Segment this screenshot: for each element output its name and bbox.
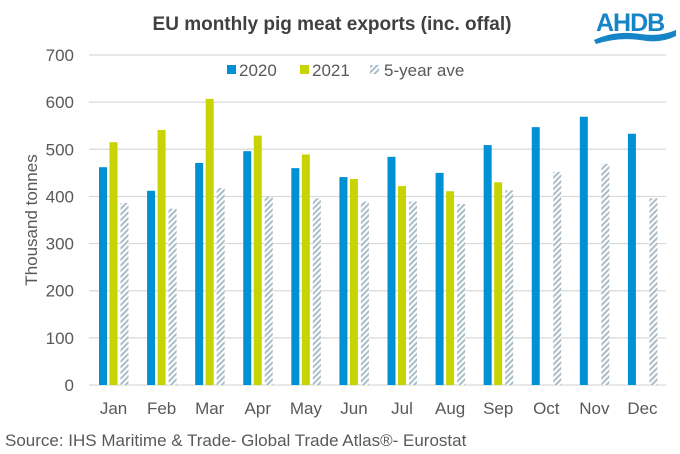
bar-2020-jan: [99, 167, 107, 385]
x-tick-label: Nov: [579, 399, 610, 418]
bar-2020-sep: [483, 145, 492, 385]
chart-title: EU monthly pig meat exports (inc. offal): [153, 14, 512, 35]
bar-2020-jun: [339, 177, 348, 385]
bar-2020-oct: [531, 127, 540, 385]
x-tick-label: May: [290, 399, 323, 418]
bar-5-year-ave-may: [312, 198, 321, 385]
bar-2021-may: [301, 154, 310, 385]
y-tick-label: 600: [46, 93, 74, 112]
bar-2021-aug: [446, 191, 455, 385]
y-tick-label: 0: [65, 376, 74, 395]
bar-2020-feb: [147, 190, 156, 385]
bar-5-year-ave-feb: [168, 208, 177, 385]
y-tick-label: 500: [46, 140, 74, 159]
x-tick-label: Jan: [100, 399, 127, 418]
bar-2020-mar: [195, 162, 204, 385]
x-tick-label: Oct: [533, 399, 560, 418]
bar-5-year-ave-aug: [457, 203, 466, 385]
logo-wave-icon: [594, 30, 676, 44]
y-axis-label: Thousand tonnes: [22, 154, 41, 285]
y-tick-label: 100: [46, 329, 74, 348]
bar-5-year-ave-sep: [505, 190, 514, 385]
legend-swatch-5-year-ave: [370, 65, 379, 74]
y-axis-ticks: 0 100 200 300 400 500 600 700: [46, 46, 74, 395]
y-tick-label: 700: [46, 46, 74, 65]
bar-2021-feb: [157, 129, 166, 385]
bar-2021-sep: [494, 182, 503, 385]
bar-2020-jul: [387, 156, 396, 385]
legend-label: 2020: [239, 61, 277, 80]
bar-5-year-ave-jul: [409, 201, 417, 385]
y-tick-label: 400: [46, 187, 74, 206]
legend-label: 5-year ave: [384, 61, 464, 80]
bar-2020-apr: [243, 151, 252, 385]
x-tick-label: Feb: [147, 399, 176, 418]
bar-5-year-ave-jan: [120, 203, 129, 385]
bar-5-year-ave-dec: [649, 198, 658, 385]
bar-2021-jul: [398, 186, 406, 385]
bar-2021-jun: [349, 178, 358, 385]
x-tick-label: Jun: [340, 399, 367, 418]
ahdb-logo: AHDB: [594, 9, 676, 44]
bars: [99, 98, 658, 385]
bar-2021-jan: [109, 142, 118, 385]
x-tick-label: Jul: [391, 399, 413, 418]
logo-text: AHDB: [596, 9, 664, 37]
legend-swatch-2021: [300, 65, 309, 74]
y-tick-label: 200: [46, 282, 74, 301]
bar-5-year-ave-jun: [360, 201, 369, 385]
bar-2020-may: [291, 168, 300, 385]
bar-2021-apr: [253, 135, 262, 385]
bar-2021-mar: [205, 98, 214, 385]
bar-5-year-ave-nov: [601, 163, 610, 385]
bar-2020-dec: [627, 133, 636, 385]
x-tick-label: Mar: [195, 399, 225, 418]
bar-2020-nov: [579, 116, 588, 385]
bar-5-year-ave-apr: [264, 196, 273, 385]
bar-5-year-ave-mar: [216, 187, 225, 385]
x-tick-label: Dec: [627, 399, 658, 418]
y-tick-label: 300: [46, 235, 74, 254]
bar-2020-aug: [435, 172, 444, 385]
legend-swatch-2020: [227, 65, 236, 74]
legend: 2020 2021 5-year ave: [227, 61, 464, 80]
source-note: Source: IHS Maritime & Trade- Global Tra…: [5, 431, 467, 450]
x-tick-label: Apr: [245, 399, 272, 418]
gridlines: [89, 54, 666, 386]
legend-label: 2021: [312, 61, 350, 80]
x-tick-label: Aug: [435, 399, 465, 418]
x-tick-label: Sep: [483, 399, 513, 418]
bar-5-year-ave-oct: [553, 171, 562, 385]
x-axis-ticks: Jan Feb Mar Apr May Jun Jul Aug Sep Oct Nov Dec: [100, 399, 658, 418]
